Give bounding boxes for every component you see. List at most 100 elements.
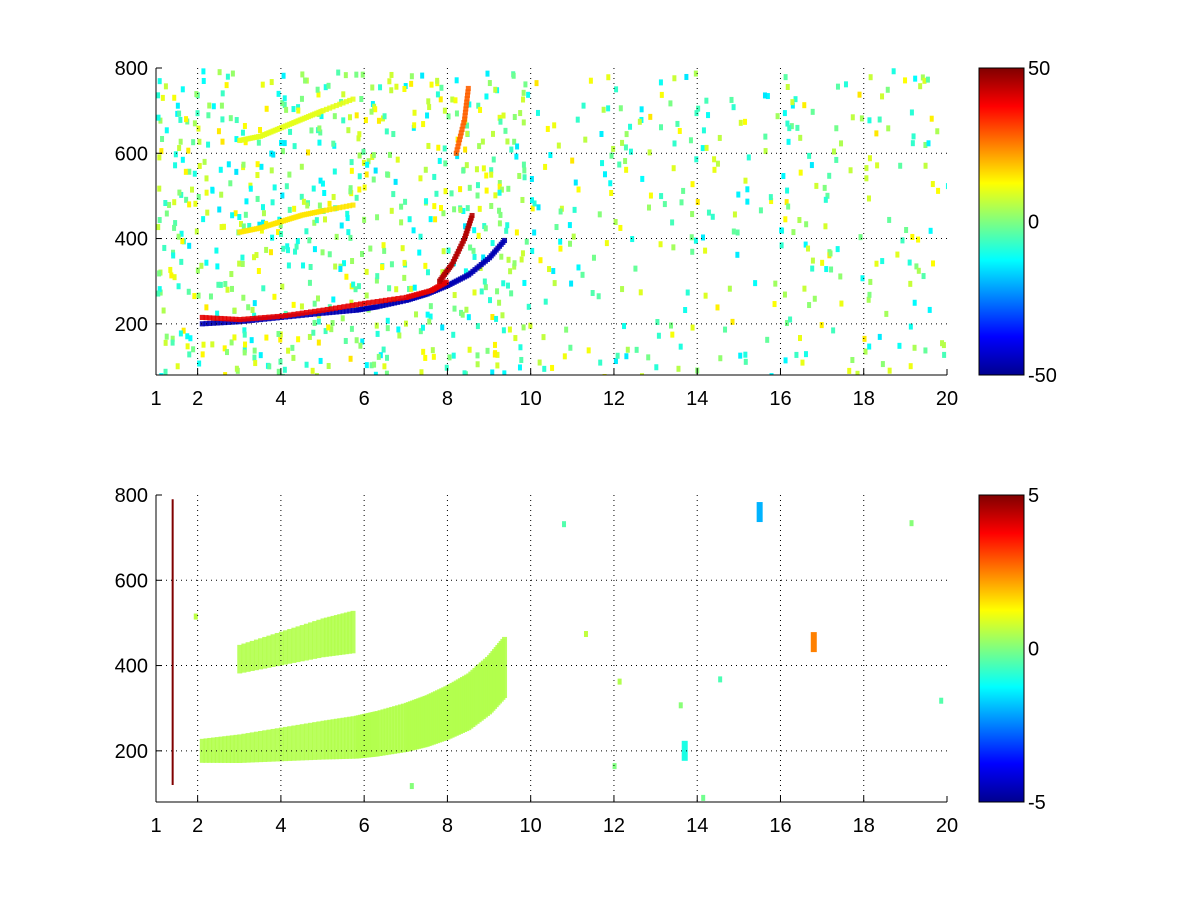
- heatmap-cell: [509, 290, 514, 297]
- heatmap-cell: [196, 292, 201, 299]
- heatmap-cell: [171, 252, 176, 259]
- heatmap-cell: [862, 335, 867, 342]
- heatmap-cell: [381, 346, 386, 353]
- heatmap-cell: [439, 84, 444, 91]
- heatmap-cell: [454, 110, 459, 117]
- heatmap-cell: [339, 222, 344, 229]
- heatmap-cell: [366, 158, 371, 165]
- heatmap-cell: [530, 247, 535, 254]
- heatmap-cell: [173, 162, 178, 169]
- heatmap-cell: [315, 295, 320, 302]
- heatmap-cell: [855, 370, 860, 375]
- heatmap-cell: [248, 185, 253, 192]
- heatmap-cell: [628, 123, 633, 130]
- heatmap-cell: [338, 265, 343, 272]
- heatmap-cell: [185, 343, 190, 350]
- heatmap-cell: [372, 361, 377, 368]
- heatmap-cell: [499, 253, 504, 260]
- heatmap-cell: [858, 234, 863, 241]
- heatmap-cell: [432, 203, 437, 210]
- heatmap-cell: [690, 324, 695, 331]
- heatmap-cell: [374, 299, 380, 305]
- heatmap-cell: [785, 120, 790, 127]
- heatmap-cell: [857, 91, 862, 98]
- heatmap-cell: [864, 165, 869, 172]
- heatmap-cell: [659, 193, 664, 200]
- heatmap-cell: [769, 373, 774, 375]
- heatmap-cell: [377, 710, 383, 757]
- heatmap-cell: [412, 284, 417, 291]
- heatmap-cell: [520, 196, 525, 203]
- heatmap-cell: [522, 174, 527, 181]
- heatmap-cell: [380, 264, 385, 271]
- heatmap-cell: [939, 697, 944, 704]
- heatmap-cell: [532, 229, 537, 236]
- heatmap-cell: [437, 157, 442, 164]
- heatmap-cell: [489, 171, 494, 178]
- heatmap-cell: [320, 310, 326, 316]
- heatmap-cell: [326, 324, 331, 331]
- heatmap-cell: [264, 334, 269, 341]
- heatmap-cell: [276, 330, 281, 337]
- heatmap-cell: [810, 632, 817, 653]
- heatmap-cell: [429, 81, 434, 88]
- heatmap-cell: [380, 709, 386, 756]
- heatmap-cell: [326, 362, 331, 369]
- heatmap-cell: [291, 354, 296, 361]
- heatmap-cell: [254, 252, 259, 259]
- heatmap-cell: [233, 210, 238, 217]
- heatmap-cell: [159, 148, 164, 155]
- heatmap-cell: [701, 127, 706, 134]
- heatmap-cell: [712, 166, 717, 173]
- heatmap-cell: [461, 167, 466, 174]
- x-tick-label: 4: [275, 815, 286, 837]
- heatmap-cell: [350, 202, 356, 208]
- heatmap-cell: [648, 192, 653, 199]
- heatmap-cell: [464, 92, 470, 98]
- heatmap-cell: [290, 344, 295, 351]
- heatmap-cell: [518, 110, 523, 117]
- heatmap-cell: [743, 118, 748, 125]
- heatmap-cell: [794, 351, 799, 358]
- heatmap-cell: [176, 233, 181, 240]
- heatmap-cell: [446, 247, 451, 254]
- heatmap-cell: [211, 315, 217, 321]
- heatmap-cell: [329, 326, 334, 333]
- heatmap-cell: [820, 259, 825, 266]
- heatmap-cell: [785, 187, 790, 194]
- heatmap-cell: [402, 274, 407, 281]
- heatmap-cell: [278, 727, 284, 762]
- heatmap-cell: [718, 676, 723, 683]
- heatmap-cell: [831, 327, 836, 334]
- heatmap-cell: [220, 90, 225, 97]
- heatmap-cell: [494, 315, 499, 322]
- heatmap-cell: [930, 181, 935, 188]
- y-tick-label: 600: [115, 570, 148, 592]
- heatmap-cell: [201, 216, 206, 223]
- heatmap-cell: [662, 201, 667, 208]
- heatmap-cell: [532, 200, 537, 207]
- heatmap-cell: [863, 348, 868, 355]
- heatmap-cell: [382, 247, 387, 254]
- heatmap-cell: [286, 262, 291, 269]
- heatmap-cell: [640, 373, 645, 375]
- heatmap-cell: [885, 86, 890, 93]
- heatmap-cell: [923, 347, 928, 354]
- heatmap-cell: [502, 636, 508, 699]
- heatmap-cell: [261, 219, 266, 226]
- heatmap-cell: [419, 369, 424, 375]
- heatmap-cell: [864, 175, 869, 182]
- heatmap-cell: [210, 341, 215, 348]
- heatmap-cell: [802, 102, 807, 109]
- heatmap-cell: [407, 285, 412, 292]
- heatmap-cell: [218, 736, 224, 763]
- heatmap-cell: [221, 223, 226, 230]
- heatmap-cell: [908, 323, 913, 330]
- heatmap-cell: [157, 270, 162, 277]
- heatmap-cell: [193, 613, 198, 620]
- heatmap-cell: [511, 72, 516, 79]
- heatmap-cell: [389, 71, 394, 78]
- heatmap-cell: [364, 171, 369, 178]
- heatmap-cell: [464, 99, 470, 105]
- heatmap-cell: [421, 121, 426, 128]
